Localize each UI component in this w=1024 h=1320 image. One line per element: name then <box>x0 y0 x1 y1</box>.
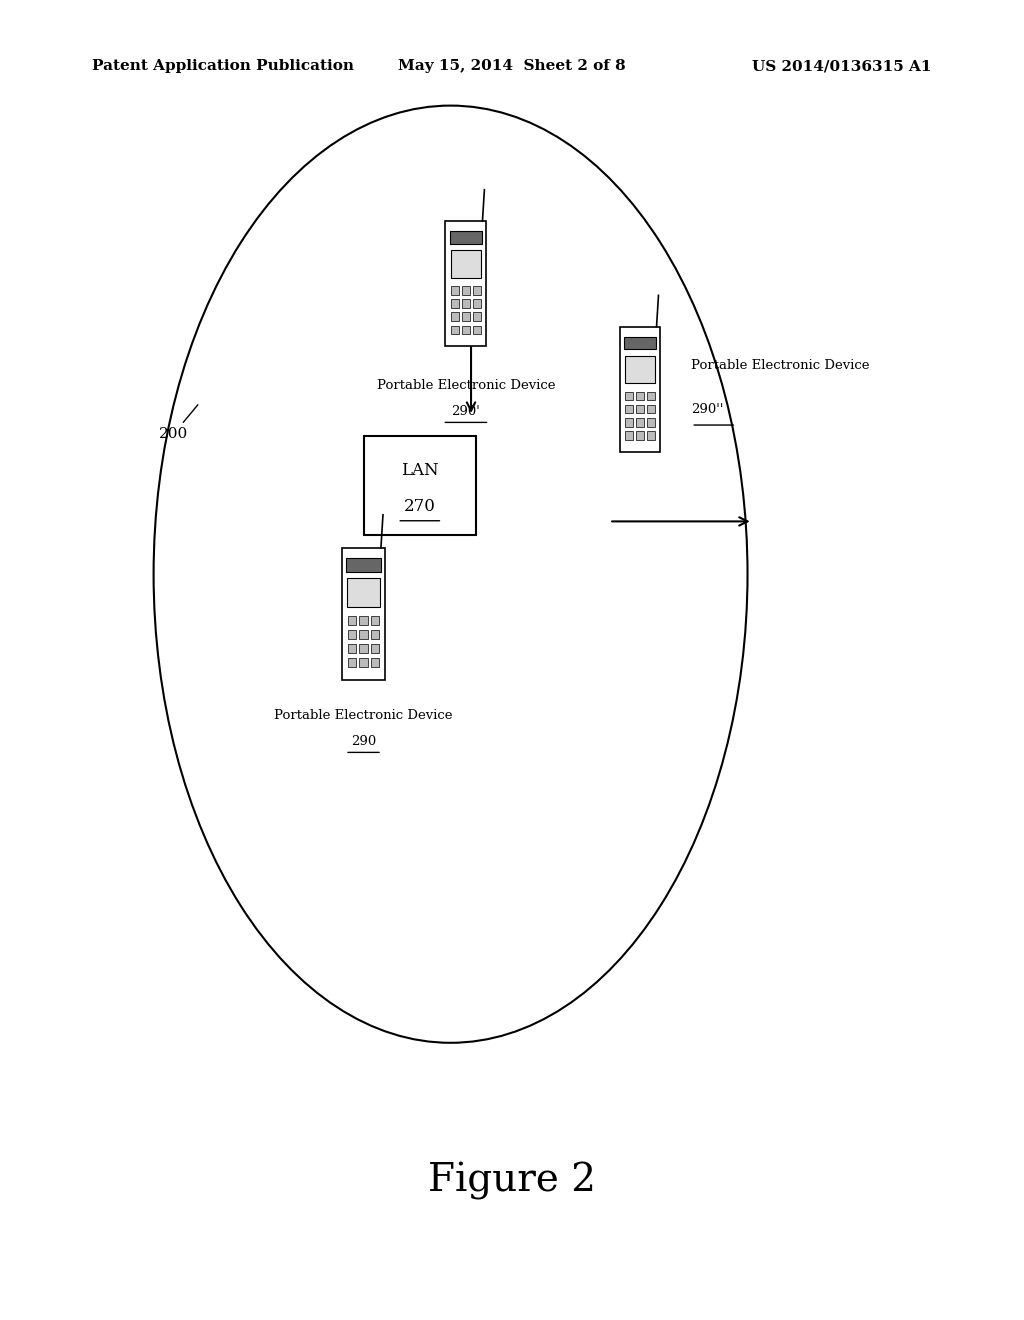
Text: 270: 270 <box>403 499 436 515</box>
Bar <box>462 326 470 334</box>
Bar <box>620 327 660 451</box>
Bar <box>636 432 644 440</box>
Bar <box>473 313 480 321</box>
Text: 200: 200 <box>159 405 198 441</box>
Text: Portable Electronic Device: Portable Electronic Device <box>377 379 555 392</box>
Bar <box>625 355 655 383</box>
Text: 290: 290 <box>351 735 376 748</box>
Bar <box>473 286 480 294</box>
Bar <box>348 657 356 667</box>
Text: US 2014/0136315 A1: US 2014/0136315 A1 <box>753 59 932 74</box>
Bar <box>462 313 470 321</box>
Bar <box>626 392 633 400</box>
Bar <box>462 286 470 294</box>
Bar <box>359 630 368 639</box>
Bar <box>452 286 459 294</box>
Bar <box>624 337 656 350</box>
Bar <box>371 616 379 626</box>
Bar <box>647 405 654 413</box>
Bar <box>636 392 644 400</box>
Text: Patent Application Publication: Patent Application Publication <box>92 59 354 74</box>
Bar <box>347 578 380 607</box>
Bar <box>359 644 368 653</box>
Bar <box>364 436 476 535</box>
Bar <box>445 220 486 346</box>
Bar <box>462 300 470 308</box>
Bar <box>348 616 356 626</box>
Bar <box>451 249 481 277</box>
Bar <box>647 392 654 400</box>
Text: Figure 2: Figure 2 <box>428 1163 596 1200</box>
Bar <box>452 326 459 334</box>
Bar <box>452 300 459 308</box>
Bar <box>342 548 385 680</box>
Bar <box>473 300 480 308</box>
Bar <box>359 657 368 667</box>
Bar <box>450 231 482 244</box>
Bar <box>371 657 379 667</box>
Bar <box>348 644 356 653</box>
Bar <box>359 616 368 626</box>
Bar <box>636 405 644 413</box>
Bar <box>626 432 633 440</box>
Bar <box>452 313 459 321</box>
Bar <box>647 418 654 426</box>
Bar <box>626 418 633 426</box>
Bar <box>626 405 633 413</box>
Text: Portable Electronic Device: Portable Electronic Device <box>274 709 453 722</box>
Bar <box>348 630 356 639</box>
Text: May 15, 2014  Sheet 2 of 8: May 15, 2014 Sheet 2 of 8 <box>398 59 626 74</box>
Text: Portable Electronic Device: Portable Electronic Device <box>691 359 869 372</box>
Text: LAN: LAN <box>401 462 438 479</box>
Bar <box>473 326 480 334</box>
Bar <box>346 558 381 572</box>
Bar <box>371 644 379 653</box>
Bar <box>647 432 654 440</box>
Text: 290': 290' <box>452 405 480 418</box>
Bar <box>636 418 644 426</box>
Bar <box>371 630 379 639</box>
Text: 290'': 290'' <box>691 403 724 416</box>
